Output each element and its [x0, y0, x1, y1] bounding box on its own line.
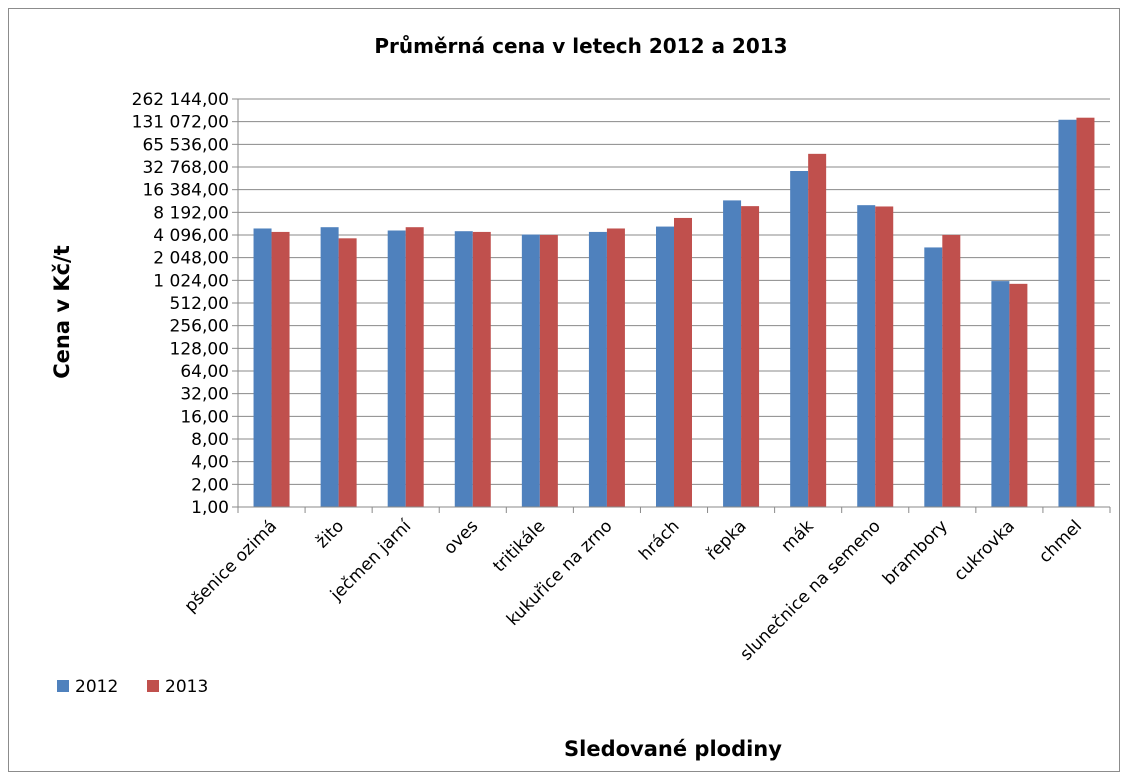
y-tick-label: 2,00 [191, 475, 229, 495]
y-tick-label: 262 144,00 [132, 90, 229, 110]
chart-title: Průměrná cena v letech 2012 a 2013 [374, 34, 787, 58]
x-tick-label: cukrovka [950, 516, 1019, 585]
x-tick-label: mák [778, 516, 818, 556]
legend-label: 2012 [75, 677, 118, 697]
axes [232, 98, 1111, 513]
bar-2013 [1009, 283, 1028, 507]
legend-swatch [57, 680, 69, 692]
x-tick-label: řepka [703, 516, 751, 564]
y-tick-label: 1,00 [191, 498, 229, 518]
y-tick-label: 64,00 [180, 362, 229, 382]
y-tick-label: 32 768,00 [142, 158, 229, 178]
bar-2013 [674, 217, 692, 507]
bar-2013 [405, 227, 424, 507]
y-tick-label: 1 024,00 [153, 271, 229, 291]
bar-2012 [253, 228, 272, 507]
y-tick-label: 256,00 [170, 317, 229, 337]
y-tick-label: 32,00 [180, 385, 229, 405]
y-tick-label: 128,00 [170, 339, 229, 359]
bar-2013 [1076, 117, 1095, 507]
bar-2013 [606, 228, 625, 507]
x-tick-label: tritikále [489, 516, 549, 576]
x-tick-label: pšenice ozimá [181, 516, 281, 616]
y-tick-label: 131 072,00 [132, 113, 229, 133]
bar-2012 [320, 227, 339, 507]
legend-label: 2013 [165, 677, 208, 697]
bar-2012 [387, 230, 406, 508]
chart-frame: Průměrná cena v letech 2012 a 2013 Cena … [8, 8, 1120, 772]
bar-2013 [271, 231, 290, 507]
bar-2012 [454, 231, 473, 507]
x-axis-title: Sledované plodiny [564, 737, 782, 761]
y-tick-label: 4 096,00 [153, 226, 229, 246]
x-tick-label: brambory [879, 516, 952, 589]
bar-2012 [656, 226, 674, 507]
bar-2012 [1058, 119, 1077, 508]
bar-2012 [723, 200, 742, 507]
bar-2012 [521, 234, 540, 507]
y-tick-label: 16,00 [180, 407, 229, 427]
bar-2013 [338, 238, 357, 507]
y-tick-label: 16 384,00 [142, 181, 229, 201]
x-tick-label: chmel [1035, 516, 1086, 567]
y-tick-label: 2 048,00 [153, 249, 229, 269]
bar-2012 [991, 281, 1010, 507]
bar-2013 [472, 231, 491, 507]
chart-svg: Průměrná cena v letech 2012 a 2013 Cena … [50, 34, 1111, 761]
legend-swatch [147, 680, 159, 692]
y-tick-label: 512,00 [170, 294, 229, 314]
bar-2013 [741, 206, 760, 507]
bar-2013 [875, 206, 894, 507]
y-axis-title: Cena v Kč/t [50, 245, 74, 379]
bar-2012 [857, 205, 876, 507]
bars [253, 117, 1095, 508]
y-tick-label: 4,00 [191, 453, 229, 473]
y-tick-label: 8,00 [191, 430, 229, 450]
legend: 2012 2013 [57, 677, 208, 697]
bar-2013 [942, 234, 961, 507]
y-tick-label: 8 192,00 [153, 203, 229, 223]
gridlines [238, 98, 1110, 485]
x-tick-label: žito [312, 516, 348, 552]
bar-2012 [790, 170, 809, 507]
bar-2013 [808, 153, 827, 507]
y-tick-label: 65 536,00 [142, 135, 229, 155]
x-tick-label: slunečnice na semeno [736, 516, 884, 664]
bar-2012 [588, 231, 607, 507]
bar-2013 [539, 234, 558, 507]
x-tick-label: oves [440, 516, 482, 558]
x-tick-label: hrách [635, 516, 683, 564]
bar-2012 [924, 247, 943, 507]
